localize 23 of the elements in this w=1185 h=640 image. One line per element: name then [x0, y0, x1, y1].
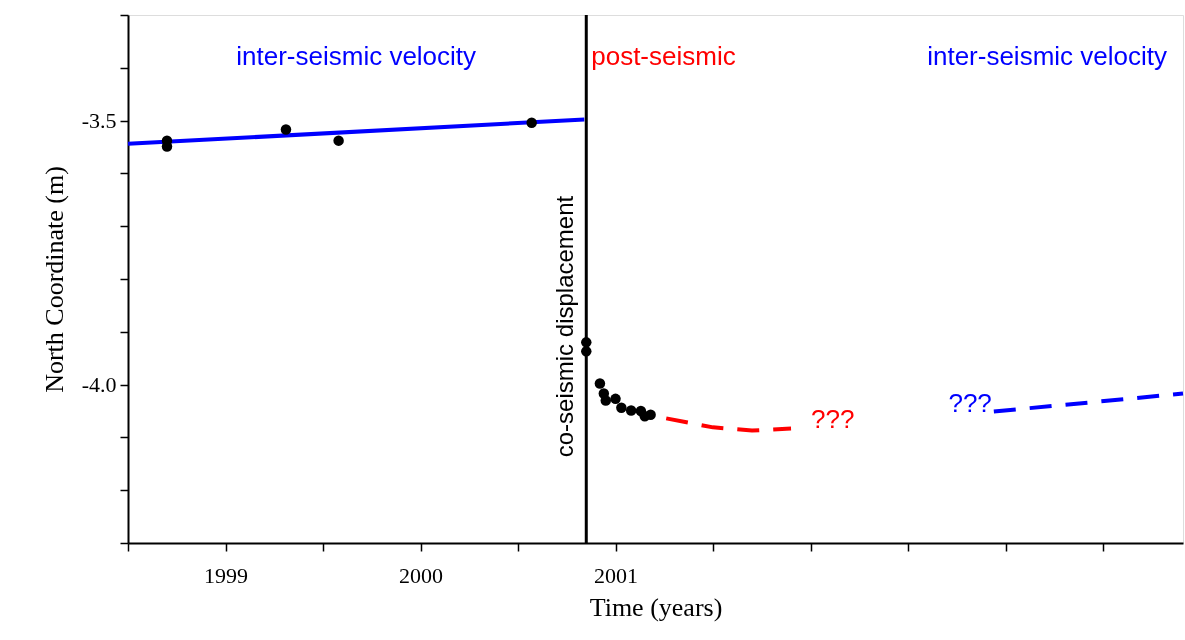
point — [625, 405, 637, 416]
y-tick-label: -3.5 — [81, 108, 117, 134]
point — [280, 124, 292, 135]
point — [600, 395, 612, 406]
x-tick-label: 2000 — [399, 562, 444, 588]
annotation: inter-seismic velocity — [927, 41, 1167, 72]
y-axis-title: North Coordinate (m) — [39, 166, 69, 393]
point — [333, 135, 344, 146]
x-tick-label: 1999 — [204, 562, 248, 588]
x-tick-label: 2001 — [594, 562, 639, 588]
x-axis-title: Time (years) — [589, 592, 723, 622]
ref-line-label: co-seismic displacement — [551, 195, 579, 458]
annotation: ??? — [811, 404, 855, 435]
annotation: inter-seismic velocity — [236, 41, 477, 72]
annotation: ??? — [948, 387, 992, 418]
y-tick-label: -4.0 — [81, 372, 117, 398]
point — [594, 378, 606, 389]
line-series — [664, 416, 794, 433]
point — [610, 393, 621, 405]
annotation: post-seismic — [591, 41, 736, 72]
point — [526, 117, 537, 128]
point — [645, 409, 656, 420]
point — [616, 402, 627, 414]
